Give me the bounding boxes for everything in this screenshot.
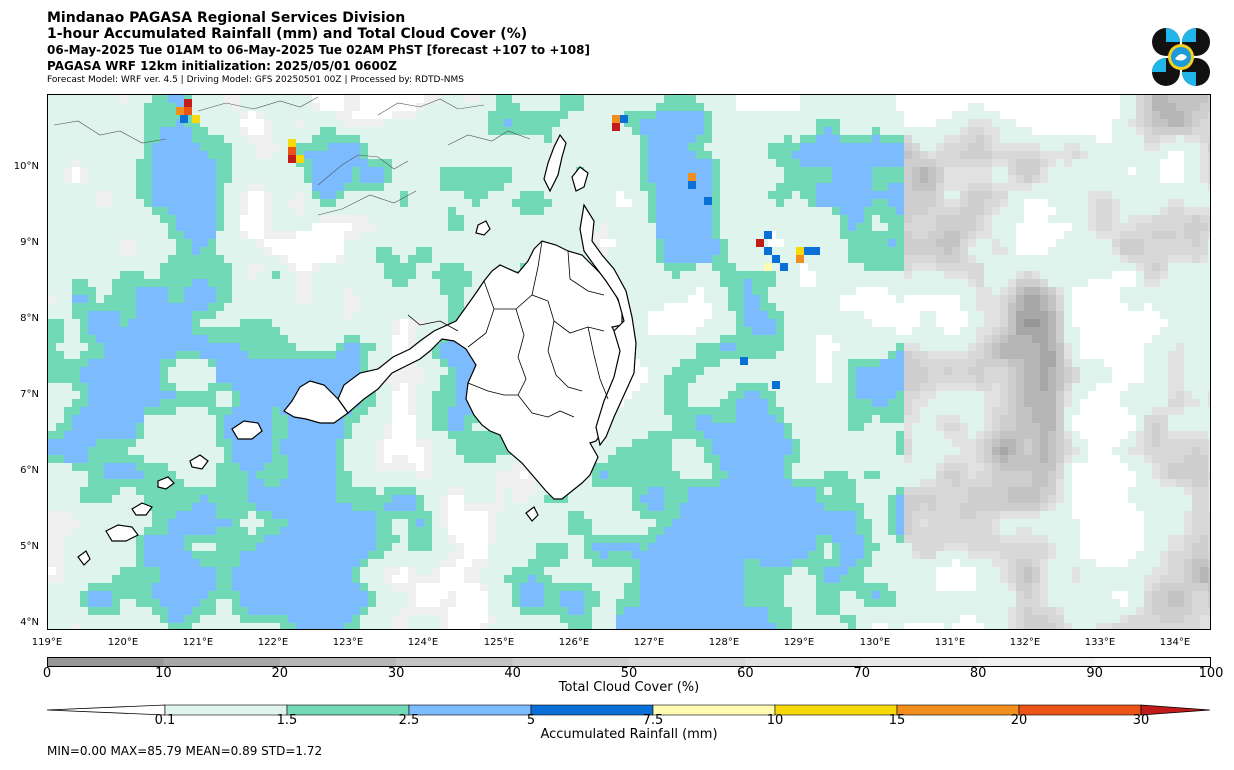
rain-colorbar-segment bbox=[164, 704, 288, 716]
cloud-colorbar-segment bbox=[629, 657, 746, 667]
cloud-colorbar-tick: 30 bbox=[387, 666, 405, 681]
field-statistics: MIN=0.00 MAX=85.79 MEAN=0.89 STD=1.72 bbox=[47, 744, 323, 758]
camiguin-island bbox=[475, 220, 491, 236]
lat-label: 9°N bbox=[20, 237, 39, 248]
province-boundaries bbox=[407, 240, 609, 418]
cloud-colorbar-segment bbox=[47, 657, 164, 667]
rain-cloud-grid bbox=[48, 95, 1210, 629]
cloud-colorbar-tick: 90 bbox=[1086, 666, 1103, 681]
rainfall-colorbar bbox=[47, 704, 1211, 716]
cloud-colorbar-tick: 100 bbox=[1198, 666, 1224, 681]
forecast-map bbox=[47, 94, 1211, 630]
lon-label: 129°E bbox=[783, 637, 815, 648]
cloud-colorbar-tick: 0 bbox=[42, 666, 52, 681]
rain-colorbar-tick: 5 bbox=[526, 713, 536, 728]
cloud-colorbar-segment bbox=[396, 657, 514, 667]
cloud-cover-colorbar bbox=[47, 657, 1211, 667]
sulu-island-2 bbox=[157, 476, 175, 490]
lon-label: 125°E bbox=[483, 637, 515, 648]
visayas-coastlines bbox=[53, 96, 531, 216]
rain-colorbar-title: Accumulated Rainfall (mm) bbox=[540, 727, 718, 742]
lon-label: 132°E bbox=[1009, 637, 1041, 648]
cloud-colorbar-tick: 20 bbox=[271, 666, 289, 681]
lat-label: 4°N bbox=[20, 617, 39, 628]
rain-colorbar-tick: 1.5 bbox=[276, 713, 298, 728]
cloud-colorbar-segment bbox=[163, 657, 281, 667]
cloud-colorbar-segment bbox=[745, 657, 863, 667]
lon-label: 134°E bbox=[1159, 637, 1191, 648]
lon-label: 119°E bbox=[31, 637, 63, 648]
rain-colorbar-over-extension bbox=[1140, 704, 1211, 716]
rain-colorbar-segment bbox=[530, 704, 654, 716]
rain-colorbar-tick: 10 bbox=[766, 713, 784, 728]
cloud-colorbar-tick: 80 bbox=[969, 666, 987, 681]
zamboanga-peninsula bbox=[283, 380, 349, 424]
cloud-colorbar-segment bbox=[861, 657, 979, 667]
forecast-map-canvas bbox=[48, 95, 1210, 629]
lat-label: 8°N bbox=[20, 313, 39, 324]
title-valid-time: 06-May-2025 Tue 01AM to 06-May-2025 Tue … bbox=[47, 43, 590, 57]
rain-colorbar-segment bbox=[896, 704, 1020, 716]
rain-colorbar-tick: 20 bbox=[1010, 713, 1028, 728]
cloud-colorbar-tick: 40 bbox=[504, 666, 521, 681]
sulu-island-1 bbox=[189, 454, 209, 470]
cloud-colorbar-segment bbox=[512, 657, 630, 667]
title-product: 1-hour Accumulated Rainfall (mm) and Tot… bbox=[47, 26, 528, 42]
lon-label: 127°E bbox=[633, 637, 665, 648]
rain-colorbar-tick: 30 bbox=[1132, 713, 1150, 728]
rain-colorbar-tick: 2.5 bbox=[398, 713, 420, 728]
lon-label: 133°E bbox=[1084, 637, 1116, 648]
rain-colorbar-tick: 7.5 bbox=[642, 713, 664, 728]
rain-colorbar-under-extension bbox=[47, 704, 166, 716]
title-model-info: Forecast Model: WRF ver. 4.5 | Driving M… bbox=[47, 75, 464, 85]
dinagat-island bbox=[543, 133, 567, 193]
rain-colorbar-segment bbox=[652, 704, 776, 716]
lat-label: 5°N bbox=[20, 541, 39, 552]
lat-label: 6°N bbox=[20, 465, 39, 476]
basilan-island bbox=[231, 420, 263, 440]
tawi-tawi-island bbox=[105, 524, 139, 542]
lon-label: 123°E bbox=[332, 637, 364, 648]
lon-label: 130°E bbox=[859, 637, 891, 648]
lon-label: 131°E bbox=[934, 637, 966, 648]
rain-colorbar-segment bbox=[286, 704, 410, 716]
pagasa-logo bbox=[1152, 28, 1210, 86]
sulu-island-3 bbox=[131, 502, 153, 516]
cloud-colorbar-tick: 70 bbox=[853, 666, 871, 681]
sibutu-island bbox=[77, 550, 91, 566]
rain-colorbar-segment bbox=[1018, 704, 1142, 716]
rain-colorbar-tick: 15 bbox=[888, 713, 906, 728]
cloud-colorbar-segment bbox=[279, 657, 397, 667]
sarangani-island bbox=[525, 506, 539, 522]
siargao-island bbox=[571, 166, 589, 192]
rain-colorbar-segment bbox=[408, 704, 532, 716]
rain-colorbar-segment bbox=[774, 704, 898, 716]
cloud-colorbar-title: Total Cloud Cover (%) bbox=[558, 680, 700, 695]
title-region: Mindanao PAGASA Regional Services Divisi… bbox=[47, 10, 406, 26]
lon-label: 126°E bbox=[558, 637, 590, 648]
lon-label: 124°E bbox=[407, 637, 439, 648]
cloud-colorbar-segment bbox=[1094, 657, 1211, 667]
cloud-colorbar-tick: 60 bbox=[737, 666, 754, 681]
lat-label: 10°N bbox=[13, 161, 39, 172]
title-initialization: PAGASA WRF 12km initialization: 2025/05/… bbox=[47, 59, 397, 73]
lon-label: 128°E bbox=[708, 637, 740, 648]
lon-label: 122°E bbox=[257, 637, 289, 648]
cloud-colorbar-tick: 10 bbox=[155, 666, 172, 681]
cloud-colorbar-segment bbox=[978, 657, 1096, 667]
coastlines bbox=[77, 133, 637, 566]
lon-label: 120°E bbox=[107, 637, 139, 648]
rain-colorbar-tick: 0.1 bbox=[154, 713, 176, 728]
eastern-mindanao bbox=[579, 203, 637, 447]
lat-label: 7°N bbox=[20, 389, 39, 400]
lon-label: 121°E bbox=[182, 637, 214, 648]
cloud-colorbar-tick: 50 bbox=[620, 666, 638, 681]
